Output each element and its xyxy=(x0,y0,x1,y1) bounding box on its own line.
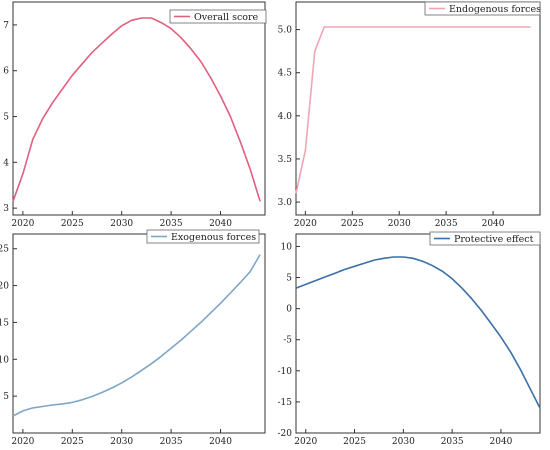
chart-panel-1: 2020 2025 2030 2035 2040 3 4 5 6 7 Overall score xyxy=(3,1,267,229)
plot-frame xyxy=(295,1,541,216)
x-tick-label: 2035 xyxy=(160,219,183,229)
y-tick-label: 20 xyxy=(0,282,9,292)
x-tick-label: 2020 xyxy=(11,437,34,447)
y-tick-label: 5 xyxy=(3,113,9,123)
y-tick-label: 0 xyxy=(286,305,292,315)
x-tick-label: 2020 xyxy=(294,219,317,229)
y-tick-label: 7 xyxy=(3,21,9,31)
y-tick-label: 5 xyxy=(3,392,9,402)
x-tick-label: 2035 xyxy=(435,219,458,229)
legend-label: Overall score xyxy=(194,12,259,23)
series-line xyxy=(295,26,531,194)
x-tick-label: 2025 xyxy=(343,437,366,447)
x-tick-label: 2025 xyxy=(61,219,84,229)
y-tick-label: 10 xyxy=(281,242,293,252)
plot-frame xyxy=(295,233,541,434)
series-line xyxy=(12,254,261,417)
y-tick-label: 3.5 xyxy=(278,155,293,165)
y-tick-label: 5.0 xyxy=(278,26,293,36)
x-tick-label: 2040 xyxy=(490,437,513,447)
x-tick-label: 2025 xyxy=(341,219,364,229)
x-tick-label: 2040 xyxy=(209,437,232,447)
chart-panel-2: 2020 2025 2030 2035 2040 3.0 3.5 4.0 4.5 5.0 Endog… xyxy=(278,1,541,229)
y-tick-label: 3 xyxy=(3,204,9,214)
plot-frame xyxy=(12,233,266,434)
chart-panel-4: 2020 2025 2030 2035 2040 10 5 0 -5 -10 -15 -20 Prote… xyxy=(278,231,541,447)
x-tick-label: 2035 xyxy=(441,437,464,447)
legend-label: Exogenous forces xyxy=(171,232,256,243)
y-tick-label: 4 xyxy=(3,158,9,168)
y-tick-label: 5 xyxy=(286,274,292,284)
y-tick-label: -10 xyxy=(278,367,293,377)
legend-label: Protective effect xyxy=(454,234,534,245)
y-tick-label: 3.0 xyxy=(278,198,293,208)
x-tick-label: 2035 xyxy=(160,437,183,447)
y-tick-label: 15 xyxy=(0,318,9,328)
series-line xyxy=(295,256,541,409)
legend-label: Endogenous forces xyxy=(449,4,541,15)
x-tick-label: 2030 xyxy=(110,437,133,447)
legend-box xyxy=(424,1,541,16)
x-tick-label: 2040 xyxy=(482,219,505,229)
x-tick-label: 2030 xyxy=(388,219,411,229)
x-tick-label: 2020 xyxy=(11,219,34,229)
y-tick-label: 4.5 xyxy=(278,69,293,79)
y-tick-label: 10 xyxy=(0,355,9,365)
series-line xyxy=(12,17,261,202)
x-tick-label: 2025 xyxy=(61,437,84,447)
y-tick-label: 4.0 xyxy=(278,112,293,122)
y-tick-label: -15 xyxy=(278,398,293,408)
y-tick-label: 25 xyxy=(0,245,9,255)
legend-box xyxy=(429,231,541,246)
plot-frame xyxy=(12,1,266,216)
y-tick-label: -20 xyxy=(278,429,293,439)
x-tick-label: 2020 xyxy=(294,437,317,447)
x-tick-label: 2030 xyxy=(392,437,415,447)
legend-box xyxy=(169,9,267,24)
legend-box xyxy=(146,229,260,244)
x-tick-label: 2030 xyxy=(110,219,133,229)
y-tick-label: -5 xyxy=(283,336,292,346)
x-tick-label: 2040 xyxy=(209,219,232,229)
y-tick-label: 6 xyxy=(3,67,9,77)
